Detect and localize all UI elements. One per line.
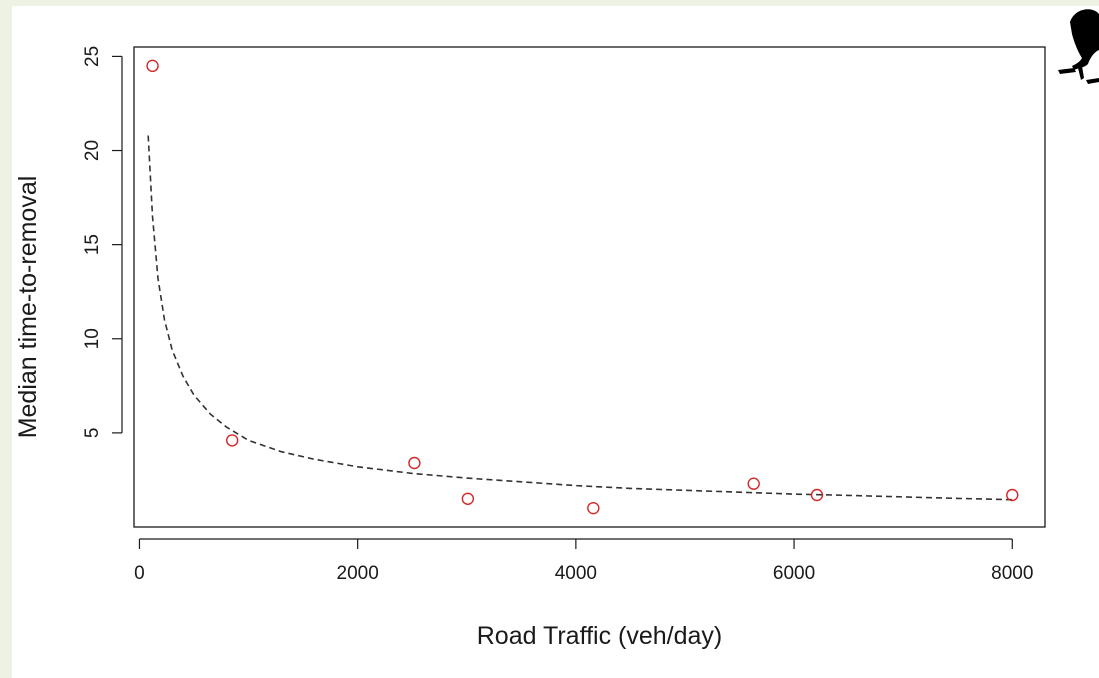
- data-point: [146, 59, 159, 73]
- y-tick-label: 10: [82, 328, 103, 349]
- salamander-silhouette-icon: [1058, 9, 1099, 84]
- data-point: [461, 492, 475, 505]
- y-tick-label: 15: [82, 234, 103, 255]
- data-points-layer: [146, 59, 1019, 515]
- data-point: [1006, 488, 1019, 502]
- x-tick-label: 4000: [555, 563, 597, 584]
- y-tick-label: 5: [82, 428, 103, 439]
- fitted-curve-line: [147, 135, 1013, 501]
- x-tick-label: 8000: [991, 563, 1033, 584]
- x-axis-title: Road Traffic (veh/day): [477, 622, 722, 650]
- x-tick-label: 0: [134, 563, 145, 584]
- plot-area-border: [133, 46, 1046, 528]
- y-tick-label: 25: [82, 46, 103, 67]
- data-point: [587, 501, 600, 515]
- figure-panel: 0 2000 4000 6000 8000 5 10 15 20 25 Road Traffic…: [12, 6, 1099, 678]
- y-tick-label: 20: [82, 140, 103, 161]
- fitted-curve-layer: [147, 135, 1013, 501]
- data-point: [810, 488, 824, 502]
- x-axis: 0 2000 4000 6000 8000: [134, 538, 1033, 584]
- x-tick-label: 6000: [773, 563, 815, 584]
- scatter-chart: 0 2000 4000 6000 8000 5 10 15 20 25 Road Traffic…: [14, 9, 1099, 650]
- data-point: [408, 456, 421, 470]
- data-point: [747, 477, 760, 490]
- x-tick-label: 2000: [337, 563, 379, 584]
- data-point: [225, 434, 239, 447]
- y-axis: 5 10 15 20 25: [82, 46, 123, 439]
- y-axis-title: Median time-to-removal: [14, 176, 42, 439]
